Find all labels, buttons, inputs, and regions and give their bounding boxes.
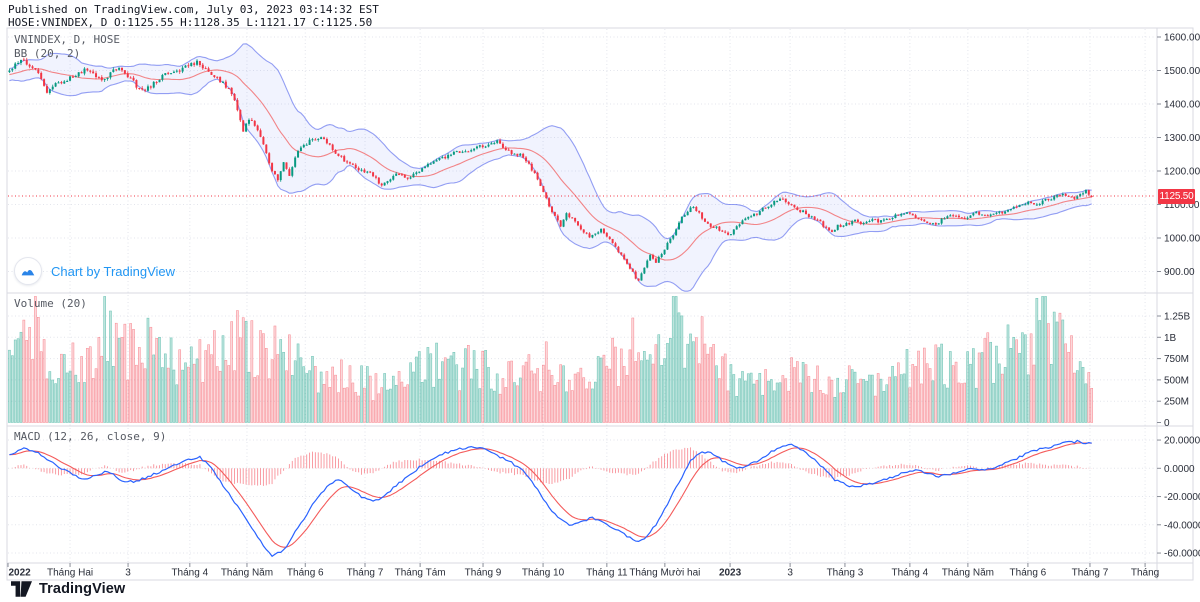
price-axis-label[interactable]: 1000.00 [1164,234,1200,245]
price-pane-legend: VNINDEX, D, HOSE BB (20, 2) [14,33,120,61]
time-axis-label[interactable]: 2023 [719,568,742,579]
macd-axis-label[interactable]: -20.0000 [1164,492,1200,503]
time-axis-label[interactable]: Tháng 4 [171,568,208,579]
volume-pane[interactable] [8,296,1093,423]
volume-axis-label[interactable]: 250M [1164,397,1189,408]
time-axis-label[interactable]: Tháng 9 [465,568,502,579]
volume-axis-label[interactable]: 1.25B [1164,312,1190,323]
time-axis-label[interactable]: Tháng 7 [1072,568,1109,579]
time-axis-label[interactable]: 2022 [9,568,32,579]
candlestick-series [8,57,1093,282]
time-axis-label[interactable]: 3 [787,568,793,579]
time-axis-label[interactable]: Tháng 10 [522,568,565,579]
volume-axis-label[interactable]: 500M [1164,375,1189,386]
symbol-ohlc-line: HOSE:VNINDEX, D O:1125.55 H:1128.35 L:11… [8,16,373,29]
macd-histogram [8,447,1093,486]
time-axis-label[interactable]: Tháng Hai [47,568,93,579]
price-scale-surface[interactable] [1157,28,1193,563]
price-pane-surface[interactable] [8,28,1156,293]
price-axis-label[interactable]: 1200.00 [1164,167,1200,178]
time-axis-label[interactable]: Tháng Mười hai [629,568,700,579]
price-pane[interactable] [8,43,1156,292]
pane-borders [6,27,1194,581]
chart-by-tradingview-link[interactable]: Chart by TradingView [14,257,175,285]
volume-axis-label[interactable]: 750M [1164,354,1189,365]
macd-axis-label[interactable]: 0.0000 [1164,464,1195,475]
price-axis-label[interactable]: 1100.00 [1164,200,1200,211]
symbol-legend: VNINDEX, D, HOSE [14,33,120,46]
macd-pane[interactable] [8,439,1093,558]
watermark-label: Chart by TradingView [51,263,176,279]
macd-line [9,439,1092,558]
macd-axis-label[interactable]: -60.0000 [1164,549,1200,560]
bb-basis-line [9,68,1092,261]
tradingview-mark-icon [11,581,32,597]
time-axis-label[interactable]: Tháng [1131,568,1159,579]
price-axis-label[interactable]: 1400.00 [1164,100,1200,111]
volume-axis-label[interactable]: 1B [1164,333,1177,344]
time-axis-label[interactable]: Tháng 7 [347,568,384,579]
volume-axis-label[interactable]: 0 [1164,418,1170,429]
macd-axis-label[interactable]: 20.0000 [1164,436,1200,447]
volume-pane-legend: Volume (20) [14,297,87,310]
price-axis-label[interactable]: 1600.00 [1164,33,1200,44]
time-axis-label[interactable]: Tháng 3 [827,568,864,579]
time-axis-label[interactable]: 3 [125,568,131,579]
price-axis-label[interactable]: 900.00 [1164,267,1195,278]
macd-pane-surface[interactable] [8,426,1156,563]
tradingview-logo-icon [14,257,42,285]
time-axis-label[interactable]: Tháng 4 [892,568,929,579]
publish-info-line: Published on TradingView.com, July 03, 2… [8,3,379,16]
price-axis-label[interactable]: 1500.00 [1164,66,1200,77]
time-axis-label[interactable]: Tháng Năm [221,568,273,579]
time-axis-label[interactable]: Tháng 6 [1010,568,1047,579]
bb-upper-band [9,43,1092,240]
footer-brand-label: TradingView [39,581,126,597]
time-axis-label[interactable]: Tháng 6 [287,568,324,579]
macd-signal-line [9,442,1092,548]
tradingview-footer-link[interactable]: TradingView [11,581,125,597]
time-axis-label[interactable]: Tháng Năm [942,568,994,579]
bb-lower-band [9,77,1092,292]
price-axis-label[interactable]: 1300.00 [1164,133,1200,144]
time-axis-label[interactable]: Tháng 11 [586,568,628,579]
bollinger-legend: BB (20, 2) [14,47,81,60]
macd-axis-label[interactable]: -40.0000 [1164,520,1200,531]
bb-fill [9,43,1092,292]
macd-pane-legend: MACD (12, 26, close, 9) [14,430,167,443]
time-scale-surface[interactable] [7,563,1193,580]
time-axis-label[interactable]: Tháng Tám [395,568,446,579]
last-price-badge: 1125.50 [1158,189,1195,204]
volume-pane-surface[interactable] [8,293,1156,426]
